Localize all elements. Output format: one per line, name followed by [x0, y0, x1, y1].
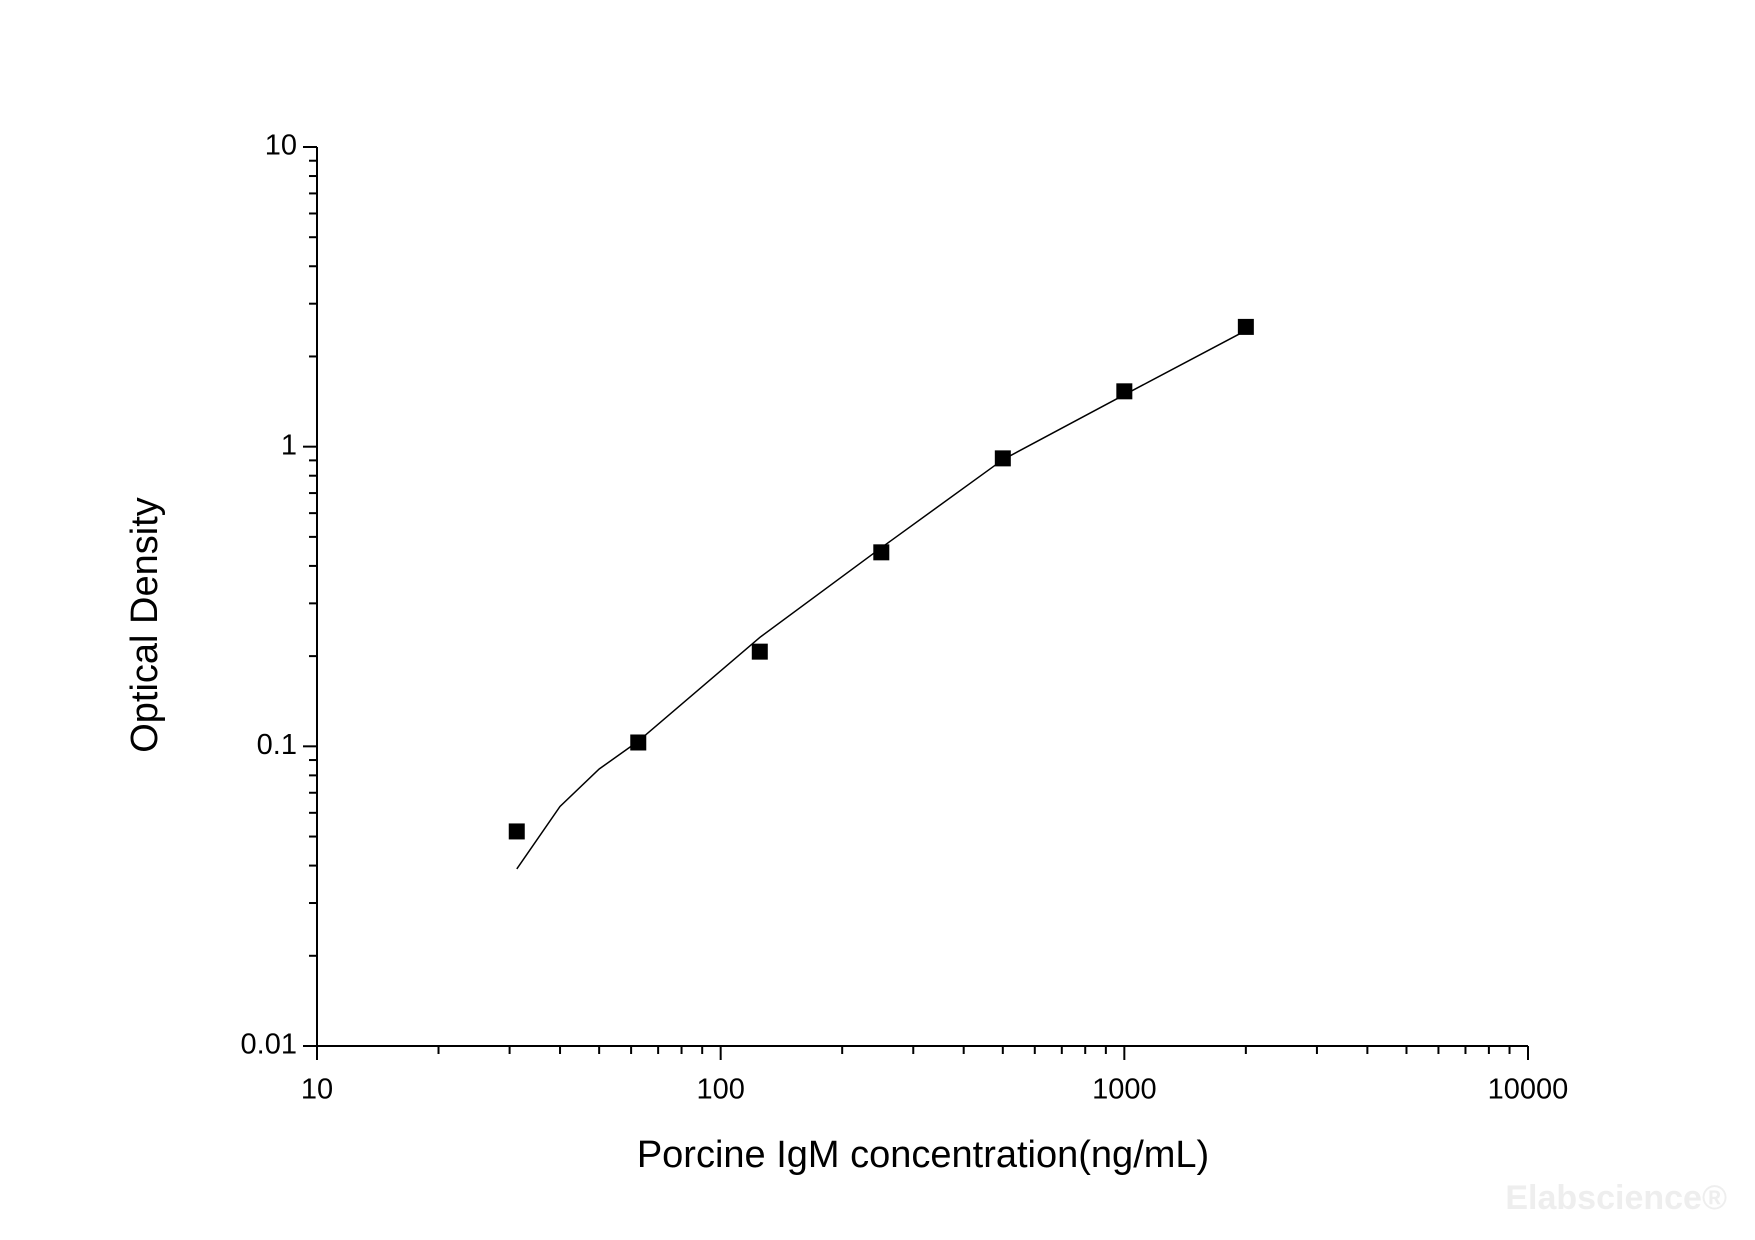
y-tick-label: 1 [281, 429, 297, 461]
data-point [751, 643, 768, 660]
data-point [1237, 318, 1254, 335]
data-point [508, 823, 525, 840]
watermark: Elabscience® [1505, 1179, 1727, 1217]
fit-curve [516, 329, 1247, 870]
x-axis-label: Porcine IgM concentration(ng/mL) [637, 1134, 1209, 1176]
x-tick-label: 10000 [1488, 1074, 1569, 1106]
y-tick-label: 0.1 [257, 729, 297, 761]
data-point [873, 544, 890, 561]
x-tick-label: 10 [301, 1074, 333, 1106]
y-axis-label: Optical Density [124, 497, 166, 753]
data-point [1116, 383, 1133, 400]
y-tick-label: 10 [265, 130, 297, 162]
x-tick-label: 1000 [1092, 1074, 1157, 1106]
y-tick-label: 0.01 [241, 1029, 297, 1061]
x-tick-label: 100 [696, 1074, 744, 1106]
